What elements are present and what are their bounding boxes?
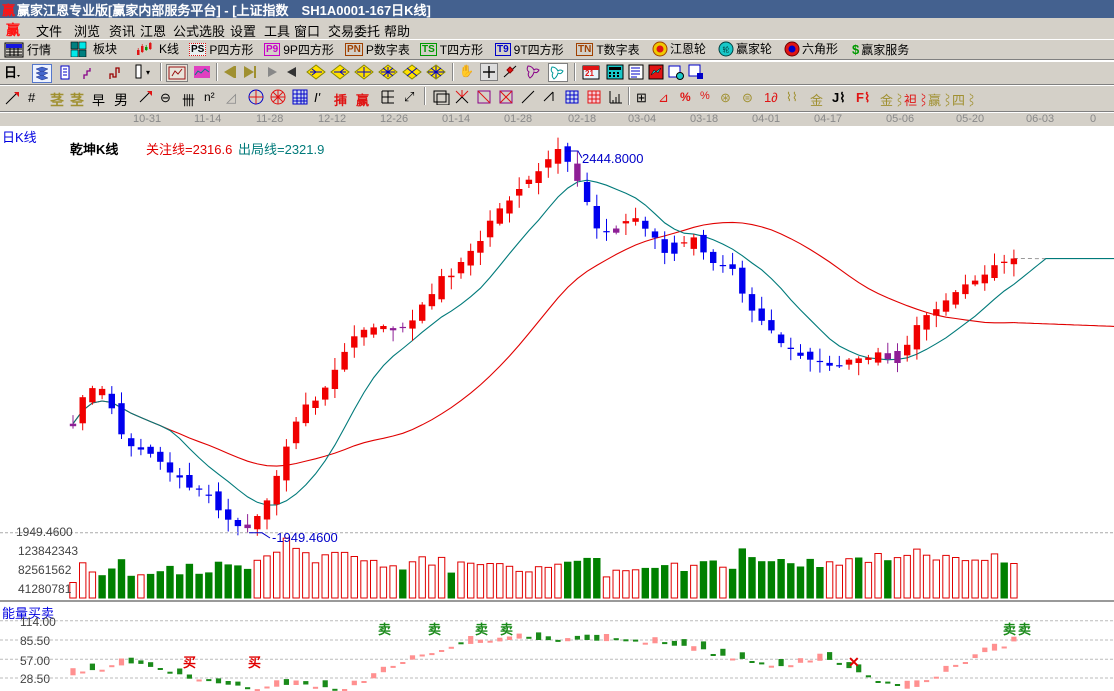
- svg-text:-1949.4600: -1949.4600: [272, 530, 338, 545]
- svg-text:卖: 卖: [378, 622, 391, 637]
- svg-text:卖: 卖: [475, 622, 488, 637]
- svg-text:2444.8000: 2444.8000: [582, 151, 643, 166]
- svg-text:卖: 卖: [428, 622, 441, 637]
- svg-text:卖: 卖: [500, 622, 513, 637]
- svg-text:卖: 卖: [1018, 622, 1031, 637]
- svg-text:卖: 卖: [1003, 622, 1016, 637]
- svg-text:买: 买: [248, 655, 261, 670]
- svg-text:轮: 轮: [723, 45, 730, 54]
- svg-text:21: 21: [585, 69, 594, 78]
- svg-text:日: 日: [4, 65, 17, 80]
- svg-text:买: 买: [183, 655, 196, 670]
- svg-text:✕: ✕: [848, 654, 860, 670]
